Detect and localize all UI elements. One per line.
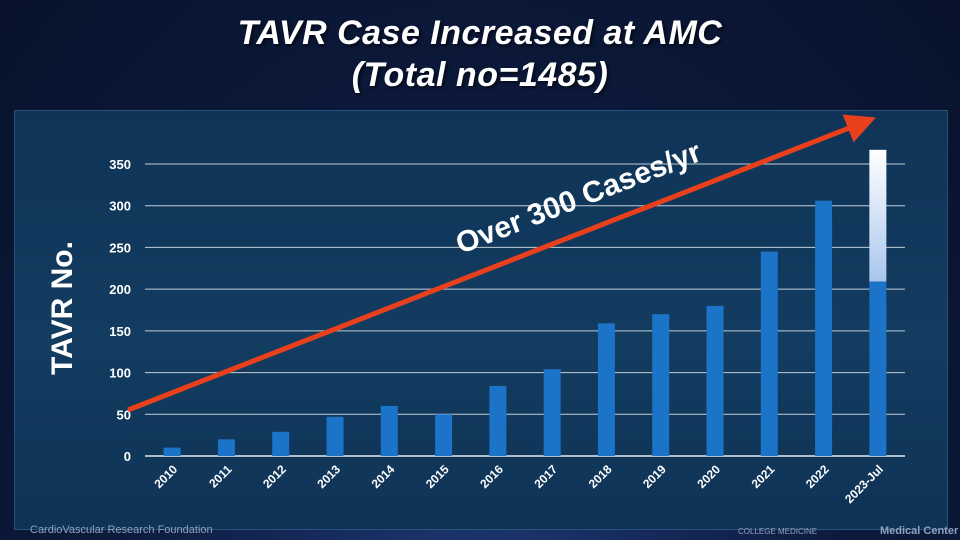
x-tick-label: 2012 [260,462,289,491]
x-tick-label: 2010 [151,462,180,491]
y-tick-label: 350 [109,157,131,172]
bar [597,323,615,456]
x-tick-label: 2016 [477,462,506,491]
x-tick-label: 2018 [586,462,615,491]
x-tick-label: 2017 [531,462,560,491]
chart-panel [14,110,948,530]
bar [489,385,507,456]
chart-subtitle: (Total no=1485) [351,56,609,94]
x-tick-label: 2022 [803,462,832,491]
bar [706,305,724,456]
footer-medical-center: Medical Center [880,525,959,537]
y-tick-label: 100 [109,366,131,381]
x-tick-label: 2011 [206,462,235,491]
x-tick-label: 2013 [314,462,343,491]
x-tick-label: 2020 [694,462,723,491]
bar [815,200,833,456]
y-axis-label: TAVR No. [46,241,79,375]
y-tick-label: 300 [109,199,131,214]
bar [760,251,778,456]
chart-title: TAVR Case Increased at AMC [237,14,723,52]
bar [217,439,235,456]
bar [435,414,453,456]
bar [326,416,344,456]
bar [869,281,887,456]
bar [380,405,398,456]
footer-organization: CardioVascular Research Foundation [30,524,213,536]
x-tick-label: 2019 [640,462,669,491]
bar [163,447,181,456]
y-tick-label: 0 [124,449,131,464]
bar [272,431,290,456]
x-tick-label: 2014 [369,462,398,491]
bar [652,314,670,456]
trend-arrow [127,114,876,413]
y-tick-label: 200 [109,282,131,297]
bar [543,369,561,456]
x-tick-label: 2015 [423,462,452,491]
bar-projection [869,149,887,282]
y-tick-label: 150 [109,324,131,339]
x-tick-label: 2023-Jul [842,462,886,506]
y-tick-label: 250 [109,240,131,255]
y-tick-label: 50 [117,407,131,422]
x-tick-label: 2021 [749,462,778,491]
footer-college: COLLEGE MEDICINE [738,527,818,536]
